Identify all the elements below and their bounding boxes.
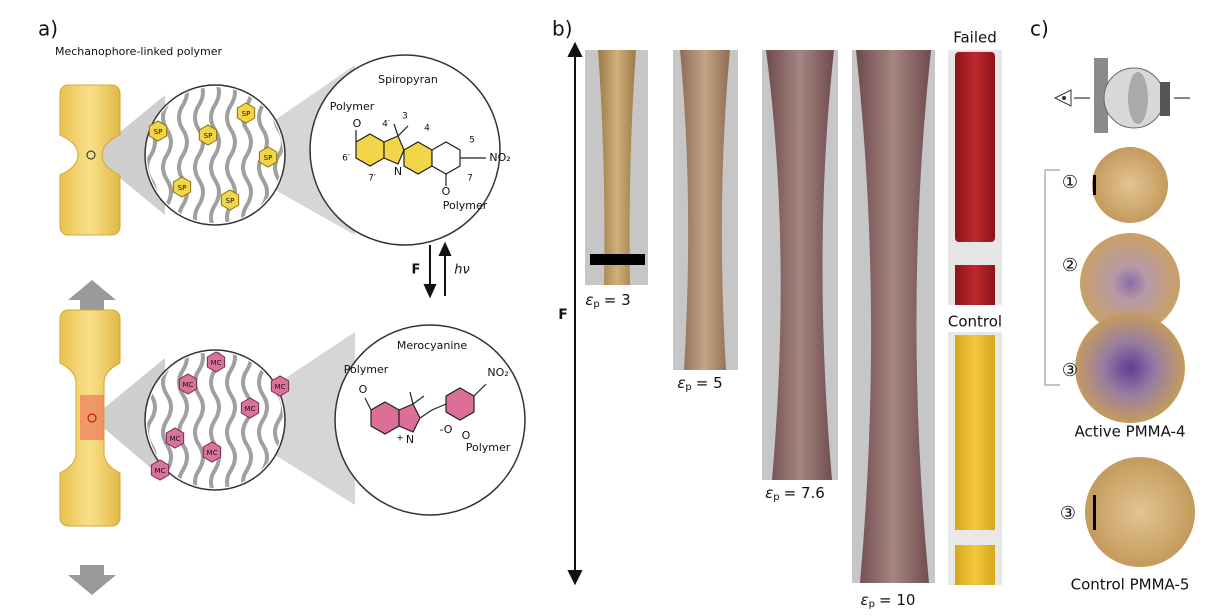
atom-label: NO₂ <box>487 366 508 379</box>
strain-value: = 5 <box>696 374 723 392</box>
atom-label: O <box>353 117 362 130</box>
control-strip <box>955 335 995 530</box>
unit-label: SP <box>154 128 163 136</box>
strain-value: = 3 <box>604 291 631 309</box>
scale-bar <box>590 254 645 265</box>
molecule-view <box>335 325 525 515</box>
atom-label: 7 <box>467 174 473 184</box>
force-label: F <box>412 263 421 278</box>
atom-label: Polymer <box>330 100 375 113</box>
unit-label: SP <box>242 110 251 118</box>
strain-symbol: ε <box>585 291 593 309</box>
failed-strip <box>955 52 995 242</box>
sample-caption: Active PMMA-4 <box>1075 423 1186 441</box>
molecule-title: Spiropyran <box>378 73 438 86</box>
atom-label: O <box>359 383 368 396</box>
atom-label: N <box>406 433 414 446</box>
figure: a) Mechanophore-linked polymer SP SP SP SP S… <box>0 0 1218 616</box>
sample-marker: ③ <box>1062 360 1078 381</box>
scale-bar <box>1093 495 1096 530</box>
atom-label: Polymer <box>344 363 389 376</box>
strain-subscript: p <box>773 492 779 503</box>
sample-marker: ② <box>1062 255 1078 276</box>
strain-symbol: ε <box>677 374 685 392</box>
stretch-arrow <box>68 565 116 595</box>
panel-label: a) <box>38 17 58 41</box>
unit-label: SP <box>226 197 235 205</box>
atom-label: O <box>442 185 451 198</box>
strain-subscript: p <box>593 299 599 310</box>
strip-caption: Failed <box>953 29 997 47</box>
atom-label: NO₂ <box>489 151 510 164</box>
molecule-title: Merocyanine <box>397 339 468 352</box>
group-bracket <box>1045 170 1060 385</box>
unit-label: MC <box>207 449 218 457</box>
sample-marker: ③ <box>1060 503 1076 524</box>
control-strip <box>955 545 995 585</box>
failed-strip <box>955 265 995 305</box>
stretch-arrow <box>68 280 116 310</box>
unit-label: MC <box>275 383 286 391</box>
strain-value: = 10 <box>879 591 915 609</box>
unit-label: MC <box>211 359 222 367</box>
strain-symbol: ε <box>861 591 869 609</box>
atom-label: 4 <box>424 124 430 134</box>
sample-disk <box>1092 147 1168 223</box>
unit-label: MC <box>183 381 194 389</box>
atom-label: 6′ <box>342 154 350 164</box>
sample-disk <box>1085 457 1195 567</box>
equilibrium-arrows <box>425 244 450 296</box>
panel-label: c) <box>1030 17 1049 41</box>
atom-label: Polymer <box>466 441 511 454</box>
caption: Mechanophore-linked polymer <box>55 45 222 58</box>
strain-label: εp = 10 <box>861 591 916 611</box>
atom-label: 4′ <box>382 120 390 130</box>
strip-caption: Control <box>948 313 1002 331</box>
sample-disk <box>1075 313 1185 423</box>
unit-label: MC <box>245 405 256 413</box>
unit-label: MC <box>170 435 181 443</box>
scale-bar <box>1093 175 1096 195</box>
sample-marker: ① <box>1062 172 1078 193</box>
unit-label: SP <box>204 132 213 140</box>
atom-label: 5 <box>469 136 475 146</box>
atom-label: 7′ <box>368 174 376 184</box>
atom-label: + <box>396 434 404 444</box>
unit-label: MC <box>155 467 166 475</box>
strain-symbol: ε <box>765 484 773 502</box>
atom-label: Polymer <box>443 199 488 212</box>
strain-label: εp = 3 <box>585 291 630 311</box>
atom-label: 3 <box>402 112 408 122</box>
sample-markers: ① ② ③ <box>1062 172 1078 381</box>
strain-value: = 7.6 <box>784 484 825 502</box>
panel-label: b) <box>552 17 573 41</box>
strain-subscript: p <box>869 599 875 610</box>
unit-label: SP <box>178 184 187 192</box>
activated-region <box>80 395 104 440</box>
strain-subscript: p <box>685 382 691 393</box>
unit-label: SP <box>264 154 273 162</box>
atom-label: -O <box>440 423 453 436</box>
strain-label: εp = 7.6 <box>765 484 825 504</box>
sample-caption: Control PMMA-5 <box>1071 576 1190 594</box>
force-label: F <box>558 307 568 323</box>
atom-label: N <box>394 165 402 178</box>
setup-icon <box>1055 58 1190 133</box>
light-label: hν <box>454 263 470 278</box>
strain-label: εp = 5 <box>677 374 722 394</box>
force-arrow <box>569 44 581 583</box>
